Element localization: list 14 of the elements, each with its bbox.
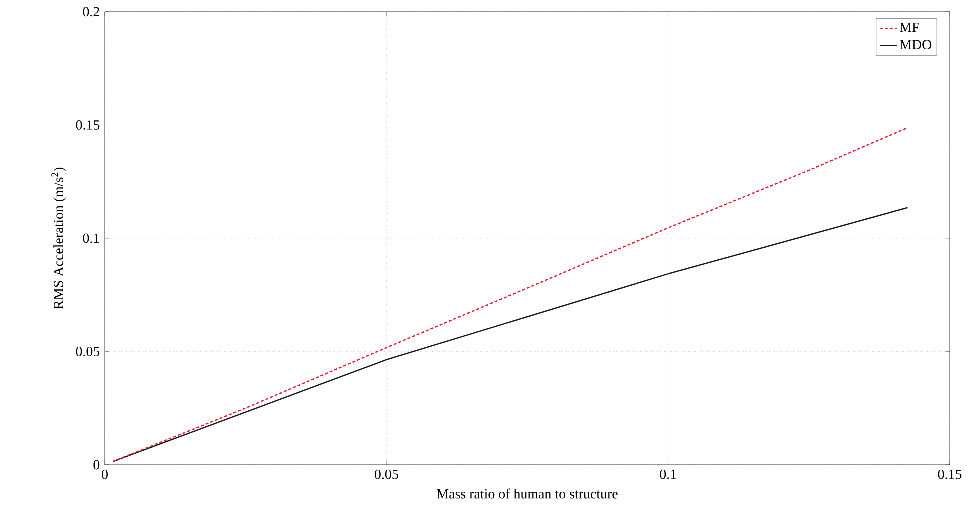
y-tick-label: 0.1	[83, 234, 100, 244]
line-series	[112, 127, 908, 462]
x-tick-label: 0.15	[938, 470, 962, 480]
y-tick-label: 0.15	[76, 120, 100, 130]
x-tick-label: 0.05	[374, 470, 398, 480]
y-tick-label: 0.2	[83, 7, 100, 17]
x-tick-label: 0.1	[660, 470, 676, 480]
y-axis-title: RMS Acceleration (m/s$^{2}$)	[52, 168, 66, 310]
legend-label: MDO	[900, 40, 932, 50]
x-axis-title: Mass ratio of human to structure	[437, 488, 618, 499]
y-tick-label: 0	[94, 460, 100, 470]
legend-label: MF	[900, 22, 920, 32]
x-tick-label: 0	[102, 470, 108, 480]
y-tick-label: 0.05	[76, 347, 100, 356]
